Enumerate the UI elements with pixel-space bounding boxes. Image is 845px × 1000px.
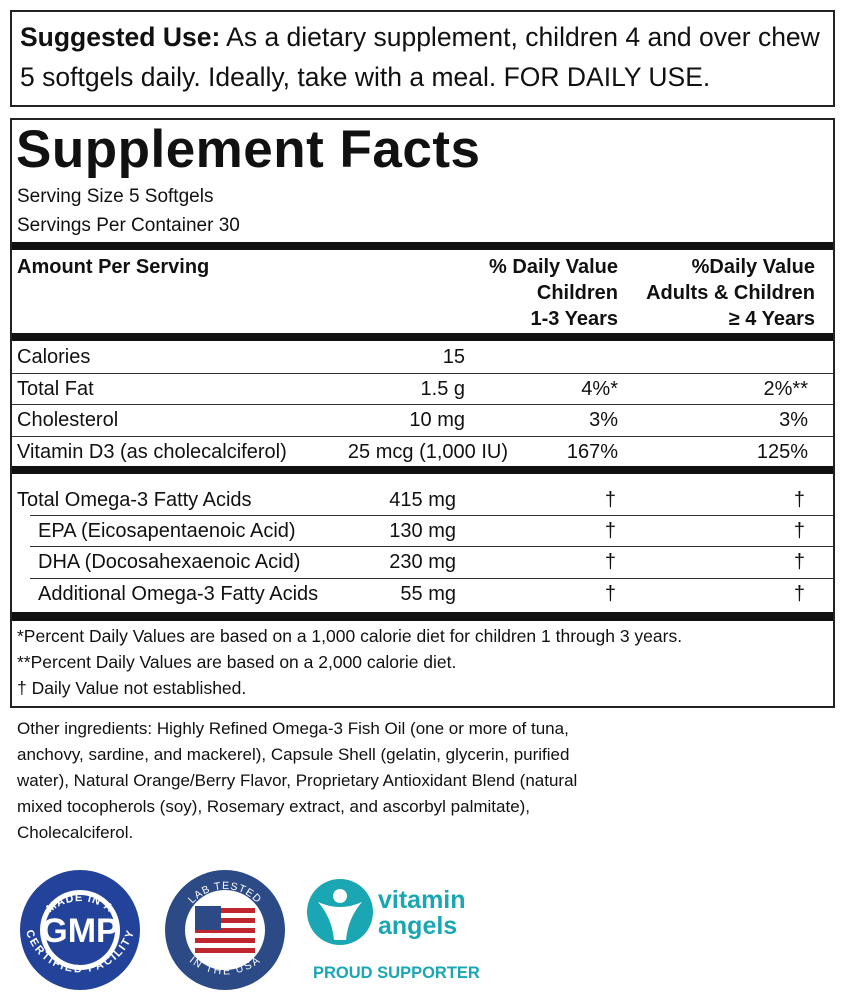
dv-adults: 125% (756, 441, 808, 463)
suggested-use-text: As a dietary supplement, children 4 and … (20, 22, 820, 92)
footnote: **Percent Daily Values are based on a 2,… (17, 652, 457, 672)
vitamin-angels-badge: vitamin angels PROUD SUPPORTER (307, 879, 480, 982)
nutrient-amount: 130 mg (389, 520, 456, 542)
dv-adults: 3% (779, 409, 808, 431)
suggested-use: Suggested Use: As a dietary supplement, … (20, 17, 825, 97)
lab-badge: LAB TESTED IN THE USA (165, 870, 285, 990)
dv-children: † (604, 583, 616, 605)
nutrient-amount: 25 mcg (1,000 IU) (347, 441, 508, 463)
nutrient-name: Additional Omega-3 Fatty Acids (38, 583, 319, 605)
nutrient-name: Total Omega-3 Fatty Acids (17, 489, 252, 511)
nutrient-name: Total Fat (17, 378, 94, 400)
dv-header: Children (536, 282, 618, 304)
dv-adults: † (793, 520, 805, 542)
thick-rule (12, 612, 833, 621)
nutrient-amount: 10 mg (409, 409, 465, 431)
nutrient-amount: 415 mg (389, 489, 456, 511)
suggested-use-label: Suggested Use: (20, 22, 221, 52)
nutrient-amount: 55 mg (400, 583, 456, 605)
row-rule (12, 373, 833, 374)
dv-children: 167% (566, 441, 618, 463)
servings-per-container: Servings Per Container 30 (17, 215, 240, 236)
va-line2: angels (378, 912, 457, 940)
dv-children: † (604, 551, 616, 573)
nutrient-name: Cholesterol (17, 409, 119, 431)
thick-rule (12, 242, 833, 250)
nutrient-name: DHA (Docosahexaenoic Acid) (38, 551, 301, 573)
nutrient-amount: 230 mg (389, 551, 456, 573)
dv-adults: 2%** (763, 378, 808, 400)
footnote: † Daily Value not established. (17, 678, 247, 698)
badges: MADE IN A CERTIFIED FACILITY GMP LAB TES… (20, 870, 480, 990)
dv-children: † (604, 489, 616, 511)
row-rule (12, 436, 833, 437)
dv-adults: † (793, 489, 805, 511)
gmp-center: GMP (41, 912, 118, 950)
dv-children: 4%* (581, 378, 618, 400)
row-rule (30, 515, 833, 516)
serving-size: Serving Size 5 Softgels (17, 186, 214, 207)
amount-header: Amount Per Serving (17, 256, 210, 278)
row-rule (12, 404, 833, 405)
gmp-badge: MADE IN A CERTIFIED FACILITY GMP (20, 870, 140, 990)
facts-title: Supplement Facts (16, 120, 481, 179)
footnote: *Percent Daily Values are based on a 1,0… (17, 626, 683, 646)
dv-adults: † (793, 551, 805, 573)
dv-header: Adults & Children (646, 282, 815, 304)
nutrient-name: Vitamin D3 (as cholecalciferol) (17, 441, 287, 463)
nutrient-amount: 1.5 g (420, 378, 465, 400)
thick-rule (12, 466, 833, 474)
nutrient-amount: 15 (442, 346, 465, 368)
other-ingredients: Other ingredients: Highly Refined Omega-… (17, 719, 578, 842)
row-rule (30, 546, 833, 547)
dv-header: ≥ 4 Years (728, 308, 815, 330)
thick-rule (12, 333, 833, 341)
va-tagline: PROUD SUPPORTER (313, 964, 480, 982)
suggested-use-box (10, 10, 835, 107)
va-line1: vitamin (378, 886, 466, 914)
dv-header: 1-3 Years (530, 308, 619, 330)
row-rule (30, 578, 833, 579)
dv-adults: † (793, 583, 805, 605)
nutrient-name: EPA (Eicosapentaenoic Acid) (38, 520, 296, 542)
facts-box (10, 118, 835, 708)
dv-header: % Daily Value (489, 256, 618, 278)
dv-children: † (604, 520, 616, 542)
nutrient-name: Calories (17, 346, 91, 368)
dv-children: 3% (589, 409, 618, 431)
dv-header: %Daily Value (691, 256, 815, 278)
